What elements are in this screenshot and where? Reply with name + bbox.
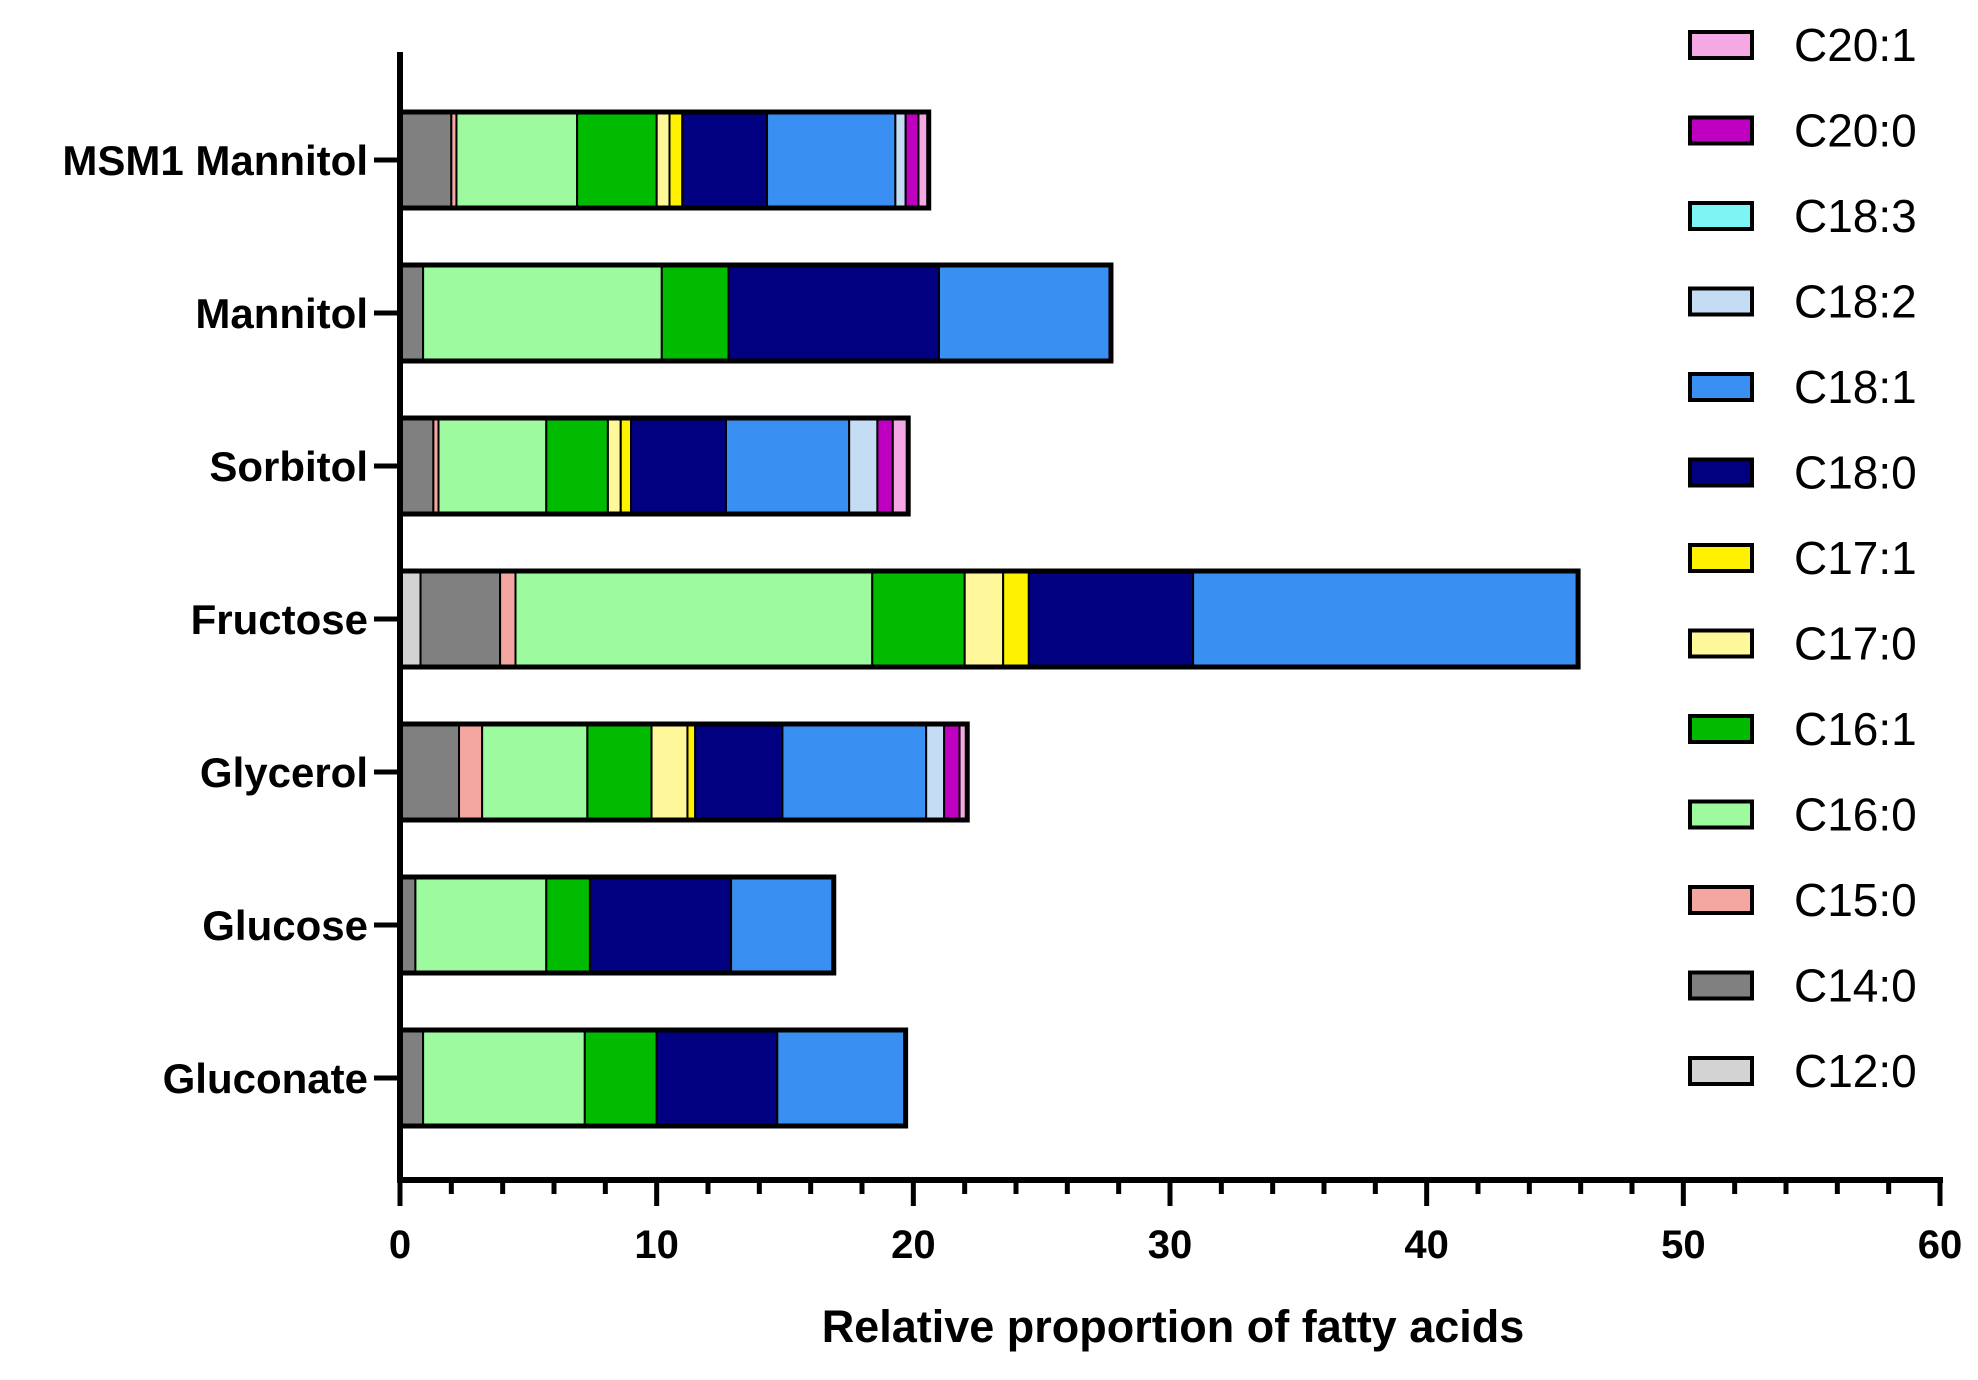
- bar-segment-sorbitol-c18-2: [848, 417, 879, 515]
- bar-segment-fructose-c18-1: [1192, 570, 1580, 668]
- bar-segment-msm1-mannitol-c18-0: [681, 111, 769, 209]
- bar-segment-sorbitol-c18-0: [630, 417, 727, 515]
- bar-segment-msm1-mannitol-c14-0: [399, 111, 453, 209]
- bar-segment-glycerol-c14-0: [399, 723, 461, 821]
- legend-swatch-c20-1: [1688, 30, 1754, 60]
- bar-segment-fructose-c18-0: [1027, 570, 1195, 668]
- bar-segment-msm1-mannitol-c18-2: [894, 111, 907, 209]
- legend-swatch-c15-0: [1688, 885, 1754, 915]
- bar-segment-msm1-mannitol-c18-1: [766, 111, 897, 209]
- category-label-mannitol: Mannitol: [195, 290, 368, 337]
- bar-segment-mannitol-c18-1: [938, 264, 1112, 362]
- bar-segment-sorbitol-c16-0: [437, 417, 548, 515]
- x-tick-labels: 0 10 20 30 40 50 60: [389, 1223, 1962, 1267]
- legend-label-c20-1: C20:1: [1794, 19, 1917, 71]
- x-tick-label-0: 0: [389, 1223, 411, 1267]
- bar-segment-sorbitol-c17-0: [606, 417, 622, 515]
- legend-label-c14-0: C14:0: [1794, 960, 1917, 1012]
- legend-swatch-c18-0: [1688, 457, 1754, 488]
- bar-segment-glycerol-c20-0: [943, 723, 961, 821]
- bar-segment-glucose-c18-0: [588, 876, 733, 974]
- bar-segment-glucose-c16-1: [545, 876, 591, 974]
- legend-label-c18-2: C18:2: [1794, 276, 1917, 328]
- bar-segment-msm1-mannitol-c17-1: [668, 111, 684, 209]
- bar-segment-gluconate-c18-0: [655, 1029, 779, 1127]
- legend-label-c18-0: C18:0: [1794, 447, 1917, 499]
- category-label-gluconate: Gluconate: [163, 1055, 368, 1102]
- bar-segment-glycerol-c16-1: [586, 723, 653, 821]
- bar-segment-sorbitol-c14-0: [399, 417, 435, 515]
- bar-segment-gluconate-c18-1: [776, 1029, 907, 1127]
- category-labels: MSM1 Mannitol Mannitol Sorbitol Fructose Gly…: [62, 137, 368, 1102]
- bar-segment-msm1-mannitol-c16-0: [455, 111, 579, 209]
- x-tick-label-20: 20: [891, 1223, 936, 1267]
- legend-swatch-c16-1: [1688, 714, 1754, 744]
- bar-segment-fructose-c17-0: [963, 570, 1005, 668]
- bar-segment-glycerol-c16-0: [481, 723, 589, 821]
- legend-label-c17-1: C17:1: [1794, 532, 1917, 584]
- bar-segment-sorbitol-c17-1: [619, 417, 633, 515]
- legend-swatch-c18-1: [1688, 372, 1754, 402]
- legend-label-c16-1: C16:1: [1794, 703, 1917, 755]
- bar-segment-glycerol-c17-0: [650, 723, 689, 821]
- bar-segment-glycerol-c15-0: [458, 723, 484, 821]
- legend-swatch-c20-0: [1688, 115, 1754, 146]
- x-tick-label-10: 10: [634, 1223, 679, 1267]
- legend-label-c15-0: C15:0: [1794, 874, 1917, 926]
- legend-label-c16-0: C16:0: [1794, 789, 1917, 841]
- bar-segment-glucose-c18-1: [730, 876, 835, 974]
- bar-segment-mannitol-c18-0: [727, 264, 940, 362]
- bar-segment-sorbitol-c18-1: [724, 417, 851, 515]
- legend-label-c18-1: C18:1: [1794, 361, 1917, 413]
- legend-swatch-c17-1: [1688, 543, 1754, 573]
- bars-group: [397, 109, 1581, 1129]
- axes-group: [374, 52, 1943, 1206]
- bar-segment-gluconate-c16-0: [422, 1029, 586, 1127]
- bar-segment-glycerol-c18-2: [925, 723, 946, 821]
- category-label-glucose: Glucose: [202, 902, 368, 949]
- legend-swatch-c14-0: [1688, 970, 1754, 1001]
- x-tick-label-30: 30: [1148, 1223, 1193, 1267]
- bar-segment-sorbitol-c16-1: [545, 417, 609, 515]
- bar-segment-sorbitol-c20-0: [876, 417, 894, 515]
- category-label-fructose: Fructose: [191, 596, 368, 643]
- legend-swatch-c18-3: [1688, 201, 1754, 231]
- bar-segment-fructose-c14-0: [419, 570, 502, 668]
- bar-segment-fructose-c17-1: [1002, 570, 1030, 668]
- bar-segment-mannitol-c14-0: [399, 264, 425, 362]
- bar-segment-mannitol-c16-1: [660, 264, 730, 362]
- legend-label-c20-0: C20:0: [1794, 105, 1917, 157]
- bar-segment-fructose-c16-0: [514, 570, 874, 668]
- bar-segment-msm1-mannitol-c16-1: [576, 111, 658, 209]
- bar-segment-fructose-c15-0: [499, 570, 517, 668]
- category-label-msm1-mannitol: MSM1 Mannitol: [62, 137, 368, 184]
- bar-segment-glycerol-c18-1: [781, 723, 928, 821]
- legend: C20:1 C20:0 C18:3 C18:2 C18:1 C18:0 C17:1 C17:0…: [1688, 19, 1917, 1097]
- category-label-sorbitol: Sorbitol: [209, 443, 368, 490]
- legend-label-c17-0: C17:0: [1794, 618, 1917, 670]
- bar-segment-fructose-c16-1: [871, 570, 966, 668]
- category-label-glycerol: Glycerol: [200, 749, 368, 796]
- legend-swatch-c18-2: [1688, 286, 1754, 317]
- legend-label-c12-0: C12:0: [1794, 1045, 1917, 1097]
- x-tick-label-50: 50: [1661, 1223, 1706, 1267]
- bar-segment-msm1-mannitol-c17-0: [655, 111, 671, 209]
- bar-segment-fructose-c12-0: [399, 570, 422, 668]
- legend-swatch-c12-0: [1688, 1056, 1754, 1086]
- bar-segment-gluconate-c16-1: [583, 1029, 658, 1127]
- bar-segment-glucose-c16-0: [414, 876, 548, 974]
- x-axis-title: Relative proportion of fatty acids: [822, 1301, 1525, 1352]
- bar-segment-mannitol-c16-0: [422, 264, 663, 362]
- x-tick-label-60: 60: [1918, 1223, 1963, 1267]
- legend-swatch-c16-0: [1688, 799, 1754, 830]
- bar-segment-msm1-mannitol-c20-0: [904, 111, 920, 209]
- bar-segment-gluconate-c14-0: [399, 1029, 425, 1127]
- bar-segment-glycerol-c18-0: [694, 723, 784, 821]
- legend-swatch-c17-0: [1688, 628, 1754, 659]
- legend-label-c18-3: C18:3: [1794, 190, 1917, 242]
- x-tick-label-40: 40: [1404, 1223, 1449, 1267]
- bar-segment-glycerol-c17-1: [686, 723, 697, 821]
